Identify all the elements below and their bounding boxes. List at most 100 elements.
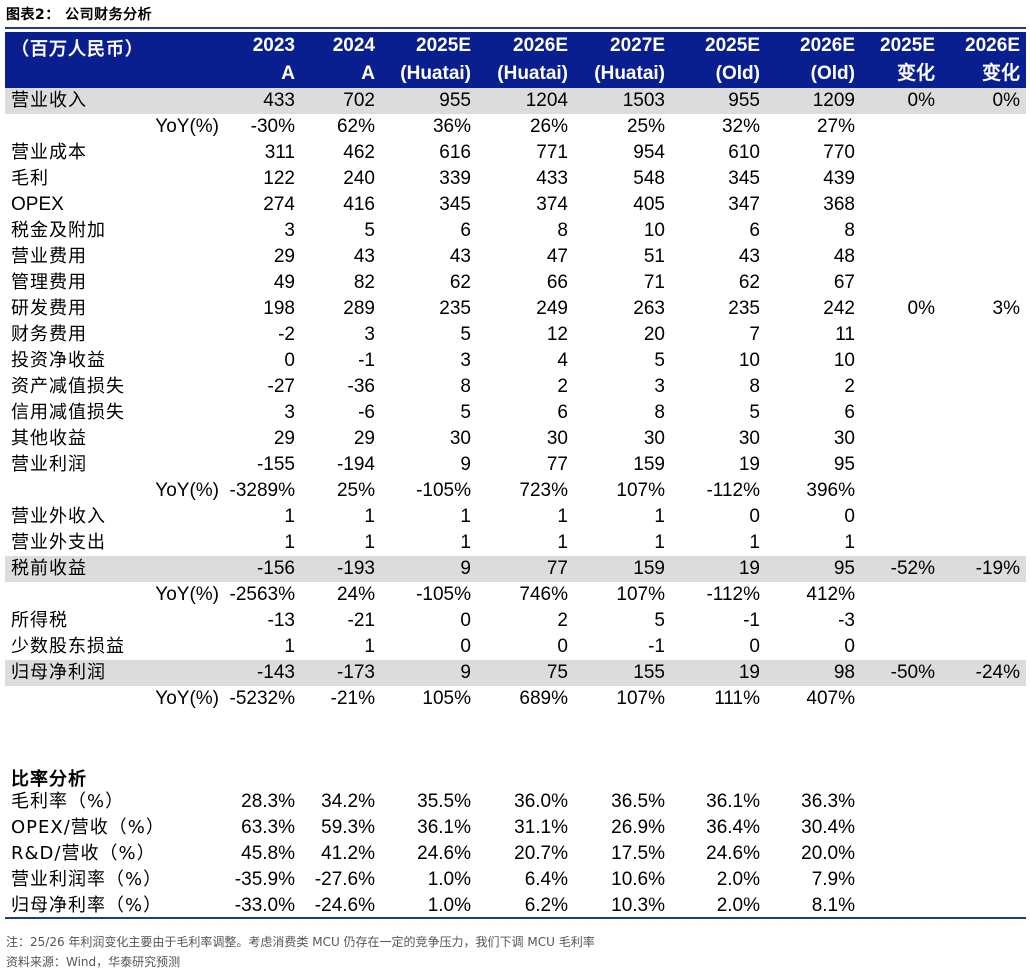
table-row: 信用减值损失 3 -6 5 6 8 5 6 [5, 400, 1026, 426]
table-cell [843, 452, 935, 478]
row-label: 管理费用 [11, 272, 87, 293]
table-cell: 10.3% [611, 895, 665, 916]
table-cell: 1 [749, 532, 760, 553]
table-cell: 1 [364, 636, 375, 657]
table-cell: 29 [273, 428, 295, 449]
table-cell: 8 [460, 376, 471, 397]
table-cell [928, 504, 1020, 530]
table-cell: 19 [738, 662, 760, 683]
table-row: 资产减值损失 -27 -36 8 2 3 8 2 [5, 374, 1026, 400]
column-header-line2: A [281, 63, 295, 84]
table-cell: 1 [844, 532, 855, 553]
table-cell: 3 [460, 350, 471, 371]
table-row: 营业利润率（%） -35.9% -27.6% 1.0% 6.4% 10.6% 2.0% 7.9… [5, 867, 1026, 893]
table-cell: 35.5% [417, 791, 471, 812]
table-cell: -105% [416, 584, 471, 605]
table-cell [928, 478, 1020, 504]
table-cell: -156 [256, 558, 295, 579]
table-cell: 36.0% [514, 791, 568, 812]
table-cell: 30.4% [801, 817, 855, 838]
table-row: R&D/营收（%） 45.8% 41.2% 24.6% 20.7% 17.5% 24.6% 2… [5, 841, 1026, 867]
row-label: 毛利率（%） [11, 791, 125, 812]
table-cell: 47 [546, 246, 568, 267]
table-cell: -35.9% [234, 869, 295, 890]
table-cell [928, 270, 1020, 296]
table-cell: 24.6% [706, 843, 760, 864]
table-cell: 7 [749, 324, 760, 345]
column-header-line2: (Huatai) [594, 63, 665, 84]
table-cell: 548 [633, 168, 665, 189]
table-cell: -1 [358, 350, 375, 371]
table-cell: 6 [557, 402, 568, 423]
table-cell [928, 400, 1020, 426]
table-cell: 5 [654, 610, 665, 631]
table-cell [928, 452, 1020, 478]
table-cell: -30% [250, 116, 295, 137]
table-cell: -21 [347, 610, 375, 631]
table-cell: 1 [364, 532, 375, 553]
table-cell: 9 [460, 662, 471, 683]
table-row: 研发费用 198 289 235 249 263 235 242 0% 3% [5, 296, 1026, 322]
table-cell: 702 [343, 90, 375, 111]
table-cell: 36.1% [706, 791, 760, 812]
column-header-line1: 2025E [705, 35, 760, 56]
table-cell: -155 [256, 454, 295, 475]
table-cell [843, 893, 935, 919]
table-cell: 1 [654, 506, 665, 527]
table-cell: 43 [353, 246, 375, 267]
table-cell: -33.0% [234, 895, 295, 916]
table-row: 税前收益 -156 -193 9 77 159 19 95 -52% -19% [5, 556, 1026, 582]
table-cell: -194 [336, 454, 375, 475]
table-cell: 10.6% [611, 869, 665, 890]
column-header-line2: (Old) [810, 63, 855, 84]
table-cell: -27 [267, 376, 295, 397]
column-header: 2026E (Old) [755, 32, 855, 88]
table-cell: 416 [343, 194, 375, 215]
table-cell: 49 [273, 272, 295, 293]
table-cell: 0% [907, 298, 935, 319]
table-cell: 723% [519, 480, 568, 501]
table-cell [928, 348, 1020, 374]
table-cell: 8 [557, 220, 568, 241]
table-cell: 30 [643, 428, 665, 449]
row-label: 所得税 [11, 610, 68, 631]
table-cell: 30 [546, 428, 568, 449]
table-cell: 5 [364, 220, 375, 241]
table-cell [928, 530, 1020, 556]
table-row: 投资净收益 0 -1 3 4 5 10 10 [5, 348, 1026, 374]
table-cell: 20.7% [514, 843, 568, 864]
table-cell: 29 [273, 246, 295, 267]
table-cell: -19% [975, 558, 1020, 579]
table-cell [843, 244, 935, 270]
table-cell: 242 [823, 298, 855, 319]
table-cell: 610 [728, 142, 760, 163]
footnote: 注：25/26 年利润变化主要由于毛利率调整。考虑消费类 MCU 仍存在一定的竞… [6, 935, 595, 949]
table-row: 少数股东损益 1 1 0 0 -1 0 0 [5, 634, 1026, 660]
table-cell: -5232% [229, 688, 296, 709]
table-row: 税金及附加 3 5 6 8 10 6 8 [5, 218, 1026, 244]
table-cell: 10 [833, 350, 855, 371]
table-cell: 6.2% [524, 895, 568, 916]
row-label: 税金及附加 [11, 220, 106, 241]
table-cell: 20.0% [801, 843, 855, 864]
table-cell: 82 [353, 272, 375, 293]
table-cell [928, 426, 1020, 452]
column-header-line2: 变化 [981, 63, 1020, 84]
table-cell: 439 [823, 168, 855, 189]
table-cell [928, 608, 1020, 634]
table-cell: 19 [738, 454, 760, 475]
table-cell: 48 [833, 246, 855, 267]
column-header: 2026E 变化 [920, 32, 1020, 88]
table-cell [843, 789, 935, 815]
table-cell: 43 [738, 246, 760, 267]
table-cell: 433 [536, 168, 568, 189]
ratio-section-title: 比率分析 [11, 769, 87, 790]
table-cell: 32% [721, 116, 760, 137]
table-cell: 95 [833, 454, 855, 475]
column-header-line2: (Huatai) [400, 63, 471, 84]
row-label: 营业利润率（%） [11, 869, 163, 890]
table-cell [928, 218, 1020, 244]
table-cell [928, 244, 1020, 270]
table-cell: 462 [343, 142, 375, 163]
table-cell: -173 [336, 662, 375, 683]
